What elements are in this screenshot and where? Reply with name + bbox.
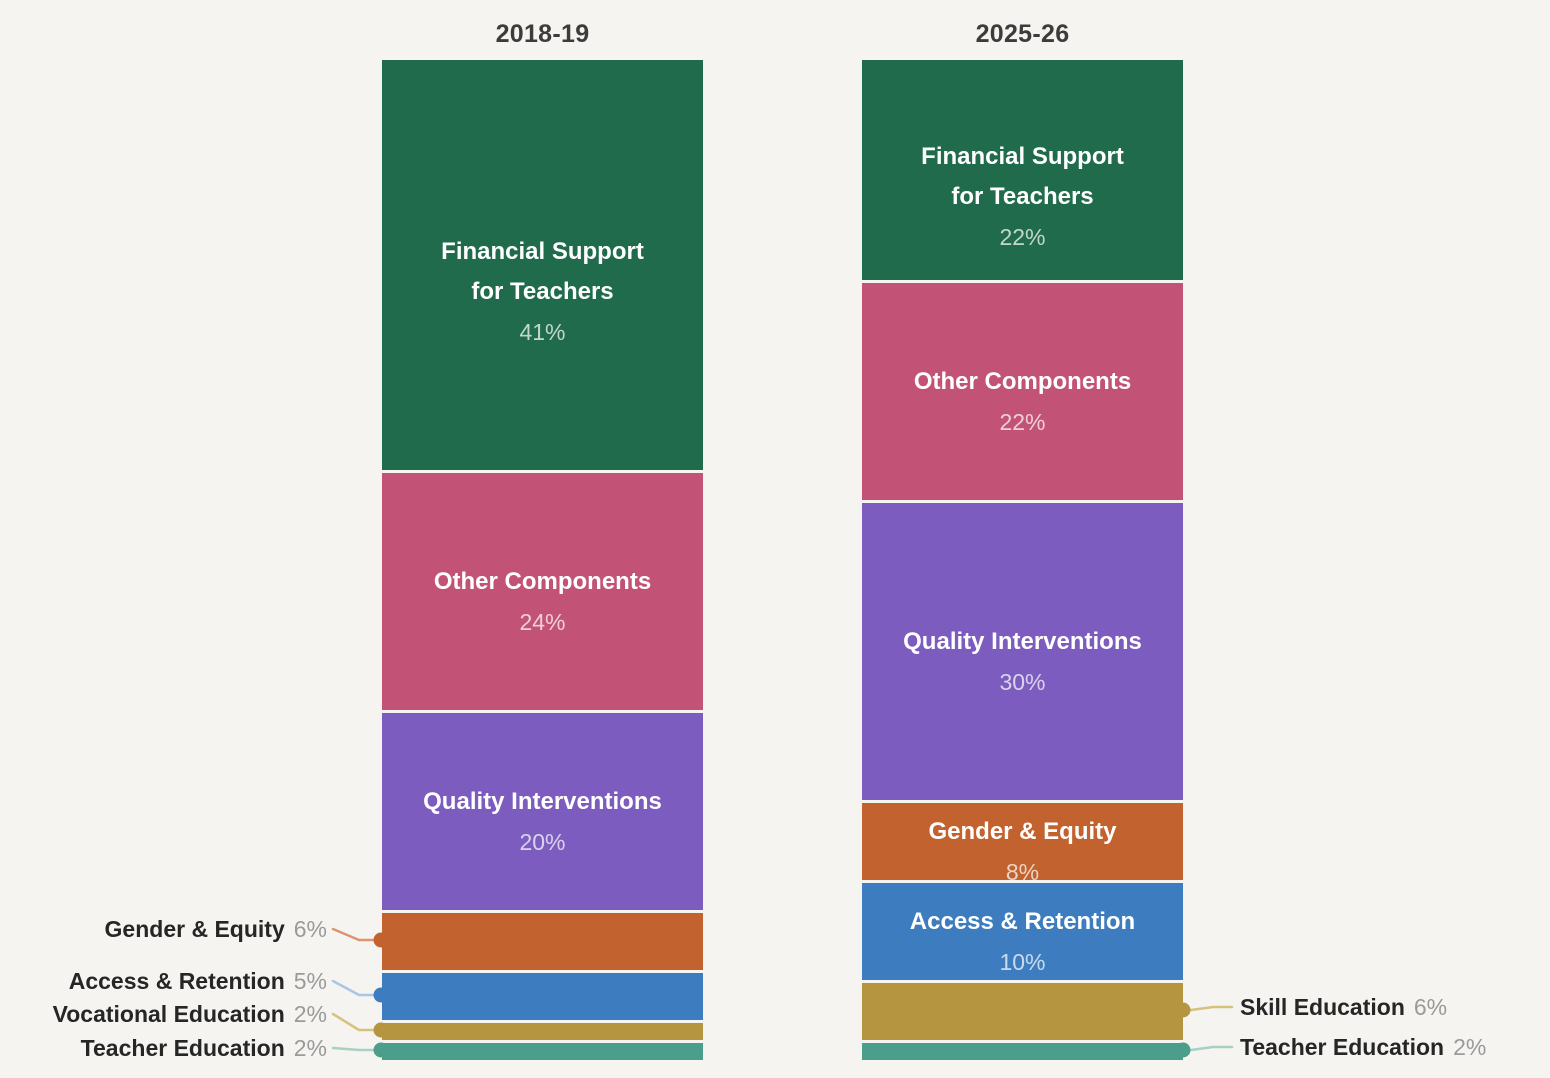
leader-line-teacher-education bbox=[331, 1046, 375, 1052]
segment-name-line: Other Components bbox=[913, 367, 1132, 395]
segment-name-line: Gender & Equity bbox=[928, 817, 1117, 845]
segment-name-line: for Teachers bbox=[951, 183, 1094, 210]
bar-segment-gender-equity bbox=[382, 910, 703, 970]
segment-name-line: Financial Support bbox=[441, 238, 644, 265]
leader-line-teacher-education bbox=[1189, 1045, 1234, 1052]
annotation-value: 2% bbox=[293, 1035, 327, 1061]
leader-line-skill-education bbox=[1189, 1005, 1234, 1012]
bar-segment-teacher-education bbox=[382, 1040, 703, 1060]
annotation-label: Gender & Equity bbox=[104, 916, 285, 942]
annotation-label: Teacher Education bbox=[80, 1035, 285, 1061]
annotation-label: Vocational Education bbox=[52, 1001, 285, 1027]
segment-name-line: Other Components bbox=[433, 567, 652, 595]
annotation-vocational-education: Vocational Education 2% bbox=[53, 997, 327, 1031]
annotation-value: 5% bbox=[293, 968, 327, 994]
annotation-value: 6% bbox=[1413, 994, 1448, 1020]
segment-label: Financial Support for Teachers 22% bbox=[862, 137, 1183, 257]
segment-label: Financial Support for Teachers 41% bbox=[382, 232, 703, 352]
segment-value: 20% bbox=[519, 828, 566, 855]
segment-name-line: Quality Interventions bbox=[903, 627, 1142, 655]
bar-segment-access-retention: Access & Retention 10% bbox=[862, 880, 1183, 980]
bar-segment-quality-interventions: Quality Interventions 20% bbox=[382, 710, 703, 910]
annotation-value: 2% bbox=[293, 1001, 327, 1027]
segment-name-line: Financial Support bbox=[921, 143, 1124, 170]
segment-name-line: Quality Interventions bbox=[423, 787, 662, 815]
column-title-2018-19: 2018-19 bbox=[495, 20, 590, 48]
annotation-label: Access & Retention bbox=[68, 968, 285, 994]
segment-value: 22% bbox=[999, 408, 1046, 435]
annotation-teacher-education: Teacher Education 2% bbox=[1240, 1030, 1486, 1064]
annotation-value: 2% bbox=[1453, 1034, 1487, 1060]
annotation-gender-equity: Gender & Equity 6% bbox=[105, 912, 327, 946]
segment-value: 22% bbox=[999, 224, 1046, 250]
bar-segment-financial-support-for-teachers: Financial Support for Teachers 22% bbox=[862, 60, 1183, 280]
bar-segment-skill-education bbox=[862, 980, 1183, 1040]
segment-value: 24% bbox=[519, 608, 566, 635]
leader-line-gender-equity bbox=[331, 927, 375, 942]
annotation-teacher-education: Teacher Education 2% bbox=[81, 1031, 327, 1065]
bar-column-2025-26: Financial Support for Teachers 22% Other Co… bbox=[862, 60, 1183, 1060]
bar-segment-access-retention bbox=[382, 970, 703, 1020]
segment-value: 30% bbox=[999, 668, 1046, 695]
segment-value: 41% bbox=[519, 319, 566, 345]
segment-label: Quality Interventions 20% bbox=[382, 782, 703, 862]
bar-segment-quality-interventions: Quality Interventions 30% bbox=[862, 500, 1183, 800]
bar-segment-financial-support-for-teachers: Financial Support for Teachers 41% bbox=[382, 60, 703, 470]
segment-label: Access & Retention 10% bbox=[862, 902, 1183, 982]
bar-segment-other-components: Other Components 22% bbox=[862, 280, 1183, 500]
bar-segment-gender-equity: Gender & Equity 8% bbox=[862, 800, 1183, 885]
bar-segment-other-components: Other Components 24% bbox=[382, 470, 703, 710]
segment-name-line: Access & Retention bbox=[909, 907, 1136, 935]
segment-label: Quality Interventions 30% bbox=[862, 622, 1183, 702]
segment-value: 10% bbox=[999, 948, 1046, 975]
leader-line-access-retention bbox=[331, 979, 375, 997]
segment-label: Other Components 24% bbox=[382, 562, 703, 642]
annotation-label: Skill Education bbox=[1240, 994, 1405, 1020]
annotation-label: Teacher Education bbox=[1240, 1034, 1445, 1060]
bar-column-2018-19: Financial Support for Teachers 41% Other Co… bbox=[382, 60, 703, 1060]
annotation-value: 6% bbox=[293, 916, 327, 942]
bar-segment-teacher-education bbox=[862, 1040, 1183, 1060]
annotation-skill-education: Skill Education 6% bbox=[1240, 990, 1447, 1024]
segment-name-line: for Teachers bbox=[471, 278, 614, 305]
bar-segment-vocational-education bbox=[382, 1020, 703, 1040]
column-title-2025-26: 2025-26 bbox=[975, 20, 1070, 48]
segment-label: Gender & Equity 8% bbox=[862, 812, 1183, 892]
leader-line-vocational-education bbox=[331, 1012, 375, 1032]
segment-label: Other Components 22% bbox=[862, 362, 1183, 442]
annotation-access-retention: Access & Retention 5% bbox=[69, 964, 327, 998]
